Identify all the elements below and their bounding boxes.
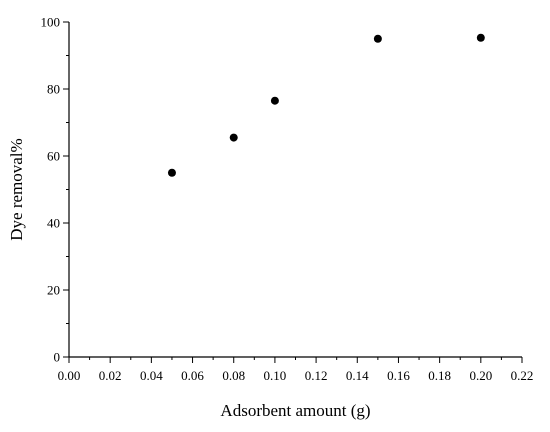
y-tick-label: 80 bbox=[47, 82, 60, 97]
x-tick-label: 0.02 bbox=[99, 368, 122, 383]
x-tick-label: 0.12 bbox=[305, 368, 328, 383]
data-point bbox=[270, 96, 279, 105]
x-tick-label: 0.00 bbox=[58, 368, 81, 383]
points-layer bbox=[167, 33, 485, 177]
x-tick-label: 0.06 bbox=[181, 368, 204, 383]
x-tick-label: 0.20 bbox=[469, 368, 492, 383]
y-tick-label: 0 bbox=[54, 350, 61, 365]
x-tick-label: 0.22 bbox=[511, 368, 534, 383]
y-tick-label: 60 bbox=[47, 149, 60, 164]
x-tick-label: 0.08 bbox=[222, 368, 245, 383]
x-axis-title: Adsorbent amount (g) bbox=[220, 401, 370, 420]
x-tick-label: 0.16 bbox=[387, 368, 410, 383]
x-tick-label: 0.04 bbox=[140, 368, 163, 383]
data-point bbox=[476, 33, 485, 42]
x-tick-label: 0.10 bbox=[264, 368, 287, 383]
y-tick-label: 20 bbox=[47, 283, 60, 298]
data-point bbox=[167, 168, 176, 177]
ticks-layer: 0.00 0.02 0.04 0.06 0.08 0.10 0.12 0.14 0.16 0.18… bbox=[41, 15, 534, 384]
y-axis-title: Dye removal% bbox=[7, 138, 26, 240]
data-point bbox=[373, 34, 382, 43]
x-tick-label: 0.14 bbox=[346, 368, 369, 383]
y-tick-label: 40 bbox=[47, 216, 60, 231]
y-tick-label: 100 bbox=[41, 15, 61, 30]
x-tick-label: 0.18 bbox=[428, 368, 451, 383]
data-point bbox=[229, 133, 238, 142]
